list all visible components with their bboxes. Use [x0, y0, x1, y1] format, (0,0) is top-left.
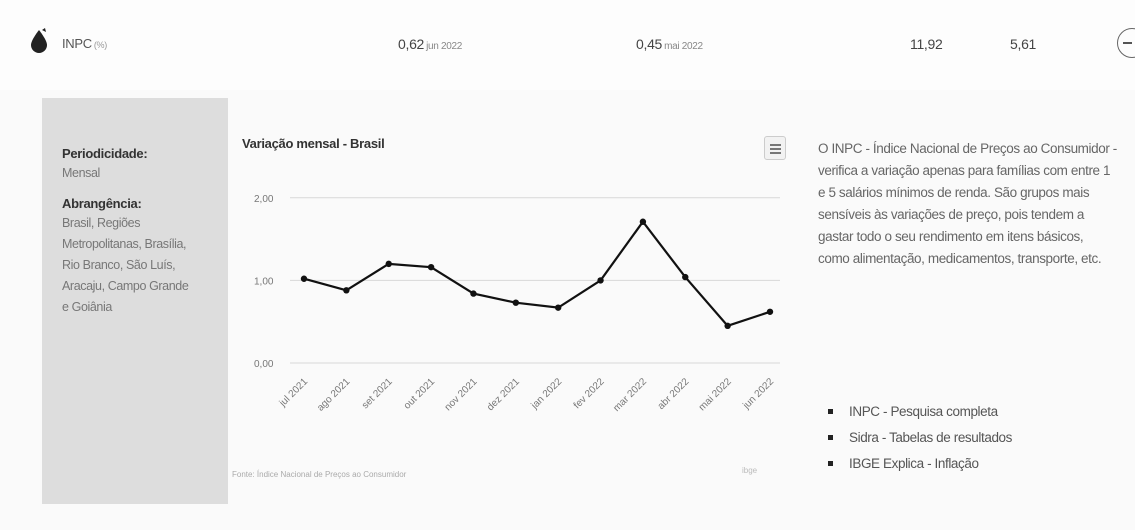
- link-inpc-full-survey[interactable]: INPC - Pesquisa completa: [828, 398, 1012, 424]
- link-label: Sidra - Tabelas de resultados: [849, 429, 1013, 445]
- coverage-line: e Goiânia: [62, 300, 112, 314]
- data-point[interactable]: [554, 304, 562, 311]
- indicator-unit: (%): [93, 40, 107, 50]
- x-tick-label: jan 2022: [529, 376, 565, 412]
- bullet-icon: [828, 460, 833, 466]
- x-tick-label: mai 2022: [697, 376, 734, 413]
- data-point[interactable]: [639, 218, 647, 225]
- coverage-line: Aracaju, Campo Grande: [62, 279, 189, 293]
- value-previous-month: 0,45 mai 2022: [636, 36, 703, 52]
- value-previous-month-date: mai 2022: [664, 41, 703, 52]
- value-12-months: 11,92: [910, 36, 943, 52]
- data-point[interactable]: [512, 299, 520, 306]
- data-point[interactable]: [724, 322, 731, 330]
- metadata-panel: Periodicidade: Mensal Abrangência: Brasi…: [42, 98, 228, 504]
- hamburger-icon[interactable]: [764, 136, 786, 160]
- drop-icon: [31, 28, 47, 53]
- chart-title: Variação mensal - Brasil: [242, 136, 385, 151]
- series-line: [303, 219, 771, 328]
- indicator-header: INPC (%) 0,62 jun 2022 0,45 mai 2022 11,92 …: [0, 0, 1135, 90]
- chart-source[interactable]: Fonte: Índice Nacional de Preços ao Cons…: [232, 470, 407, 479]
- collapse-icon[interactable]: [1117, 28, 1135, 58]
- x-tick-label: jun 2022: [741, 376, 777, 412]
- y-tick-label: 1,00: [254, 276, 274, 287]
- value-year: 5,61: [1010, 36, 1037, 52]
- data-point[interactable]: [385, 260, 392, 268]
- data-point[interactable]: [427, 263, 435, 271]
- link-sidra-tables[interactable]: Sidra - Tabelas de resultados: [828, 424, 1012, 450]
- data-point[interactable]: [300, 275, 308, 282]
- data-point[interactable]: [343, 287, 350, 294]
- indicator-name: INPC: [62, 36, 92, 51]
- bullet-icon: [828, 408, 833, 414]
- value-previous-month-number: 0,45: [636, 36, 663, 52]
- data-point[interactable]: [470, 290, 477, 297]
- x-tick-label: dez 2021: [485, 376, 522, 413]
- link-ibge-explica[interactable]: IBGE Explica - Inflação: [828, 450, 1012, 476]
- periodicity-label: Periodicidade:: [62, 146, 148, 161]
- related-links: INPC - Pesquisa completa Sidra - Tabelas…: [828, 398, 1012, 476]
- coverage-line: Rio Branco, São Luís,: [62, 258, 176, 272]
- indicator-description: O INPC - Índice Nacional de Preços ao Co…: [818, 141, 1117, 266]
- value-last-month-date: jun 2022: [426, 41, 463, 52]
- chart-container: 0,00 1,00 2,00 jul 2021 ago 2021 set 2021 out …: [232, 98, 802, 508]
- y-tick-label: 0,00: [254, 359, 274, 370]
- chart-credits[interactable]: ibge: [742, 466, 758, 475]
- x-tick-label: mar 2022: [611, 376, 649, 414]
- y-tick-label: 2,00: [254, 194, 274, 205]
- coverage-line: Metropolitanas, Brasília,: [62, 237, 187, 251]
- line-chart[interactable]: 0,00 1,00 2,00 jul 2021 ago 2021 set 2021 out …: [232, 98, 802, 508]
- value-last-month: 0,62 jun 2022: [398, 36, 462, 52]
- x-tick-label: set 2021: [360, 376, 395, 411]
- data-point[interactable]: [597, 277, 604, 284]
- data-point[interactable]: [682, 273, 689, 281]
- x-tick-label: abr 2022: [656, 376, 692, 412]
- x-tick-label: jul 2021: [277, 376, 311, 410]
- link-label: INPC - Pesquisa completa: [849, 403, 998, 419]
- value-last-month-number: 0,62: [398, 36, 425, 52]
- data-point[interactable]: [766, 308, 774, 315]
- periodicity-value: Mensal: [62, 166, 100, 180]
- x-tick-label: nov 2021: [443, 376, 480, 413]
- link-label: IBGE Explica - Inflação: [849, 455, 979, 471]
- x-tick-label: out 2021: [402, 376, 438, 412]
- x-tick-label: fev 2022: [572, 376, 607, 411]
- x-tick-label: ago 2021: [315, 376, 353, 414]
- coverage-line: Brasil, Regiões: [62, 216, 141, 230]
- bullet-icon: [828, 434, 833, 440]
- indicator-title[interactable]: INPC (%): [62, 36, 107, 51]
- coverage-label: Abrangência:: [62, 196, 142, 211]
